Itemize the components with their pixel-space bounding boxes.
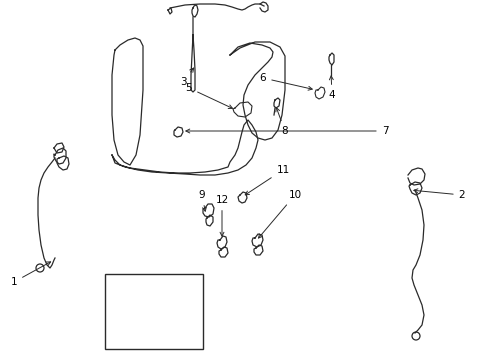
Text: 10: 10 — [258, 190, 301, 238]
Text: 2: 2 — [413, 189, 465, 200]
Text: 6: 6 — [259, 73, 312, 90]
Text: 9: 9 — [198, 190, 206, 211]
Text: 5: 5 — [185, 83, 232, 108]
Text: 4: 4 — [328, 76, 335, 100]
Text: 7: 7 — [185, 126, 387, 136]
Text: 11: 11 — [244, 165, 289, 195]
Text: 1: 1 — [11, 262, 51, 287]
Text: 3: 3 — [179, 68, 193, 87]
Text: 8: 8 — [275, 108, 288, 136]
Bar — [105, 274, 203, 349]
Text: 12: 12 — [215, 195, 228, 236]
